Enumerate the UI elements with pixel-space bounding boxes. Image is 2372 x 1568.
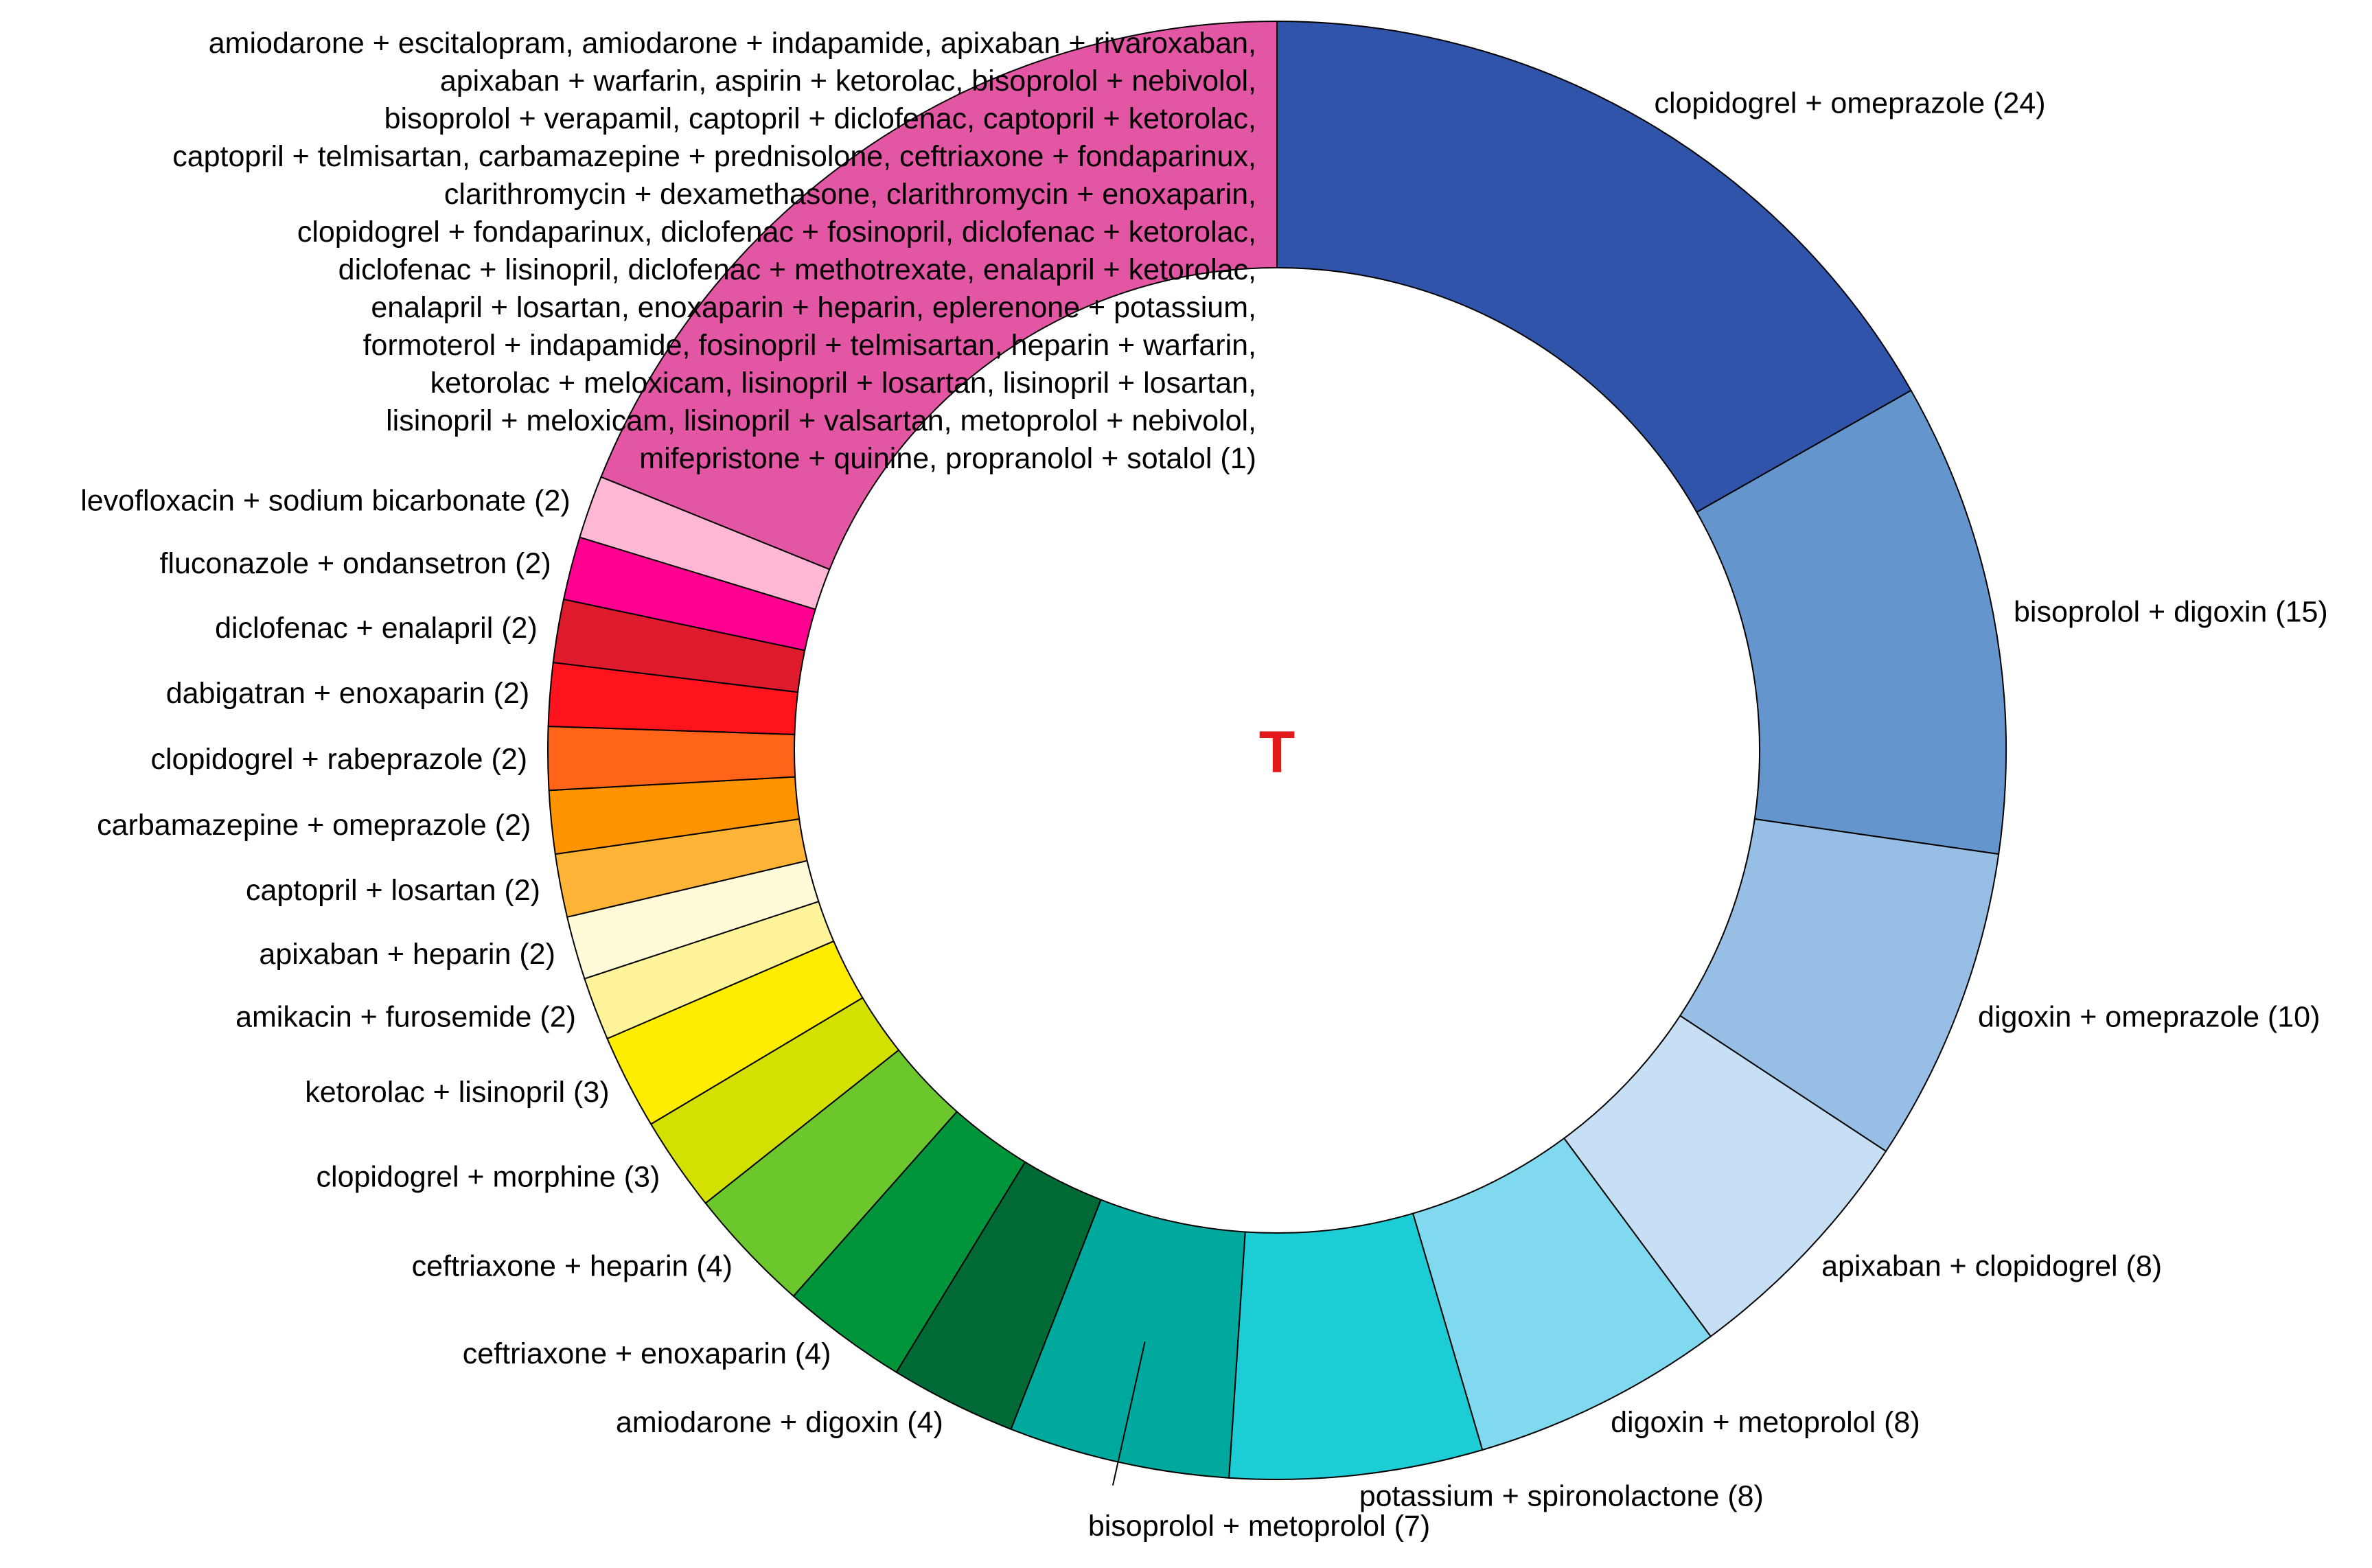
label-diclofenac-enalapril: diclofenac + enalapril (2) bbox=[215, 612, 538, 645]
center-label: T bbox=[1259, 719, 1296, 785]
label-captopril-losartan: captopril + losartan (2) bbox=[246, 874, 540, 907]
leader-line bbox=[1112, 1341, 1146, 1486]
label-amiodarone-digoxin: amiodarone + digoxin (4) bbox=[616, 1406, 943, 1439]
label-dabigatran-enoxaparin: dabigatran + enoxaparin (2) bbox=[166, 677, 530, 710]
label-carbamazepine-omeprazole: carbamazepine + omeprazole (2) bbox=[97, 809, 531, 842]
label-amikacin-furosemide: amikacin + furosemide (2) bbox=[235, 1000, 576, 1033]
slice-clopidogrel-omeprazole bbox=[1276, 20, 1912, 514]
label-ceftriaxone-enoxaparin: ceftriaxone + enoxaparin (4) bbox=[463, 1337, 831, 1370]
label-clopidogrel-rabeprazole: clopidogrel + rabeprazole (2) bbox=[150, 743, 527, 776]
label-ceftriaxone-heparin: ceftriaxone + heparin (4) bbox=[412, 1250, 733, 1283]
label-amiodarone-escitalopram: amiodarone + escitalopram, amiodarone + … bbox=[172, 27, 1256, 475]
slices-layer bbox=[547, 20, 2007, 1480]
slice-bisoprolol-digoxin bbox=[1696, 389, 2007, 855]
label-bisoprolol-digoxin: bisoprolol + digoxin (15) bbox=[2014, 595, 2328, 628]
label-ketorolac-lisinopril: ketorolac + lisinopril (3) bbox=[305, 1076, 609, 1109]
label-apixaban-clopidogrel: apixaban + clopidogrel (8) bbox=[1821, 1250, 2162, 1283]
label-bisoprolol-metoprolol: bisoprolol + metoprolol (7) bbox=[1088, 1510, 1430, 1543]
label-levofloxacin-sodium-bicarbonate: levofloxacin + sodium bicarbonate (2) bbox=[80, 484, 570, 517]
label-apixaban-heparin: apixaban + heparin (2) bbox=[259, 938, 555, 971]
slice-amiodarone-escitalopram bbox=[600, 20, 1278, 570]
label-potassium-spironolactone: potassium + spironolactone (8) bbox=[1359, 1479, 1764, 1512]
label-clopidogrel-omeprazole: clopidogrel + omeprazole (24) bbox=[1654, 87, 2045, 119]
label-digoxin-metoprolol: digoxin + metoprolol (8) bbox=[1611, 1406, 1920, 1439]
labels-layer: clopidogrel + omeprazole (24) bisoprolol … bbox=[80, 27, 2328, 1543]
label-clopidogrel-morphine: clopidogrel + morphine (3) bbox=[316, 1160, 660, 1193]
label-fluconazole-ondansetron: fluconazole + ondansetron (2) bbox=[160, 547, 551, 580]
leader-lines-layer bbox=[1112, 1341, 1146, 1486]
label-digoxin-omeprazole: digoxin + omeprazole (10) bbox=[1978, 1000, 2320, 1033]
